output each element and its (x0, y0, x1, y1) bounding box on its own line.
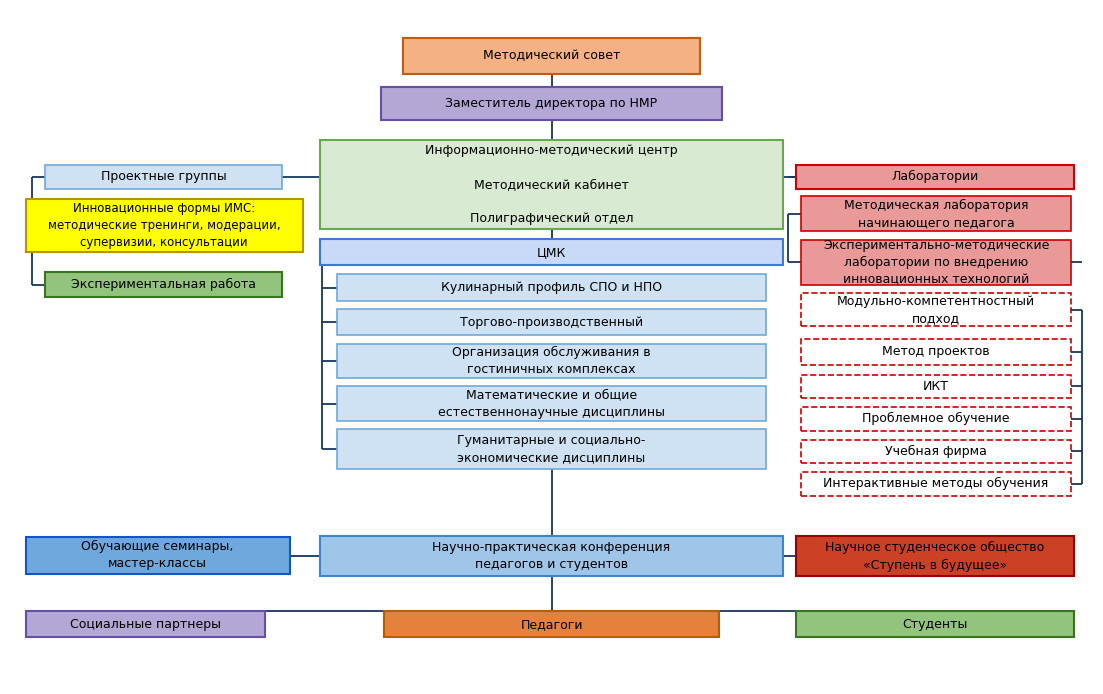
Text: Математические и общие
естественнонаучные дисциплины: Математические и общие естественнонаучны… (438, 389, 665, 418)
Text: Кулинарный профиль СПО и НПО: Кулинарный профиль СПО и НПО (441, 281, 662, 294)
FancyBboxPatch shape (795, 164, 1074, 189)
Text: Интерактивные методы обучения: Интерактивные методы обучения (824, 477, 1049, 491)
FancyBboxPatch shape (321, 536, 782, 577)
FancyBboxPatch shape (25, 537, 290, 574)
Text: Гуманитарные и социально-
экономические дисциплины: Гуманитарные и социально- экономические … (458, 434, 645, 464)
FancyBboxPatch shape (321, 239, 782, 265)
Text: Педагоги: Педагоги (521, 618, 582, 631)
Text: Информационно-методический центр

Методический кабинет

Полиграфический отдел: Информационно-методический центр Методич… (425, 144, 678, 225)
FancyBboxPatch shape (25, 199, 303, 252)
FancyBboxPatch shape (45, 272, 282, 297)
Text: Учебная фирма: Учебная фирма (885, 445, 987, 458)
Text: ИКТ: ИКТ (923, 380, 949, 393)
FancyBboxPatch shape (801, 472, 1071, 496)
Text: Студенты: Студенты (902, 618, 967, 631)
Text: Проектные группы: Проектные группы (100, 171, 226, 183)
FancyBboxPatch shape (384, 611, 719, 637)
Text: Научное студенческое общество
«Ступень в будущее»: Научное студенческое общество «Ступень в… (825, 541, 1045, 572)
FancyBboxPatch shape (381, 87, 722, 120)
FancyBboxPatch shape (801, 240, 1071, 285)
FancyBboxPatch shape (336, 430, 767, 469)
Text: Экспериментальная работа: Экспериментальная работа (72, 278, 256, 291)
Text: Обучающие семинары,
мастер-классы: Обучающие семинары, мастер-классы (82, 541, 234, 570)
Text: Методический совет: Методический совет (483, 49, 620, 62)
FancyBboxPatch shape (801, 339, 1071, 365)
Text: Модульно-компетентностный
подход: Модульно-компетентностный подход (837, 295, 1035, 325)
FancyBboxPatch shape (25, 611, 266, 637)
FancyBboxPatch shape (801, 293, 1071, 326)
Text: Инновационные формы ИМС:
методические тренинги, модерации,
супервизии, консульта: Инновационные формы ИМС: методические тр… (47, 202, 280, 249)
FancyBboxPatch shape (801, 439, 1071, 463)
Text: Проблемное обучение: Проблемное обучение (863, 412, 1009, 425)
Text: Экспериментально-методические
лаборатории по внедрению
инновационных технологий: Экспериментально-методические лаборатори… (823, 239, 1049, 286)
Text: Торгово-производственный: Торгово-производственный (460, 316, 643, 329)
Text: Лаборатории: Лаборатории (891, 171, 978, 183)
FancyBboxPatch shape (336, 309, 767, 335)
FancyBboxPatch shape (321, 139, 782, 230)
Text: Методическая лаборатория
начинающего педагога: Методическая лаборатория начинающего пед… (844, 198, 1028, 228)
Text: Научно-практическая конференция
педагогов и студентов: Научно-практическая конференция педагого… (432, 541, 671, 571)
Text: ЦМК: ЦМК (537, 246, 566, 259)
Text: Метод проектов: Метод проектов (882, 346, 989, 358)
FancyBboxPatch shape (403, 38, 700, 74)
Text: Заместитель директора по НМР: Заместитель директора по НМР (446, 97, 657, 110)
FancyBboxPatch shape (336, 387, 767, 421)
FancyBboxPatch shape (336, 274, 767, 301)
Text: Социальные партнеры: Социальные партнеры (69, 618, 221, 631)
FancyBboxPatch shape (795, 536, 1074, 577)
FancyBboxPatch shape (801, 196, 1071, 231)
FancyBboxPatch shape (45, 164, 282, 189)
FancyBboxPatch shape (801, 375, 1071, 398)
FancyBboxPatch shape (336, 344, 767, 378)
Text: Организация обслуживания в
гостиничных комплексах: Организация обслуживания в гостиничных к… (452, 346, 651, 376)
FancyBboxPatch shape (801, 407, 1071, 431)
FancyBboxPatch shape (795, 611, 1074, 637)
